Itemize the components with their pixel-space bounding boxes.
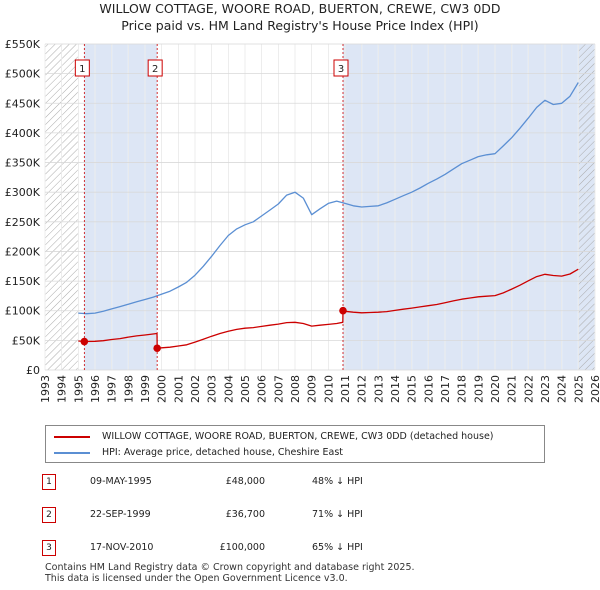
footer-attribution: Contains HM Land Registry data © Crown c… xyxy=(45,562,415,584)
hpi-legend-swatch xyxy=(54,451,90,454)
y-tick-label: £250K xyxy=(5,216,41,229)
x-tick-label: 2012 xyxy=(356,375,369,403)
title-line-2: Price paid vs. HM Land Registry's House … xyxy=(121,18,479,33)
x-tick-label: 2010 xyxy=(322,375,335,403)
sale-number-label: 2 xyxy=(152,64,158,75)
sale-price: £100,000 xyxy=(219,542,265,553)
y-tick-label: £450K xyxy=(5,97,41,110)
price-chart: 1993 1994 1995 1996 1997 1998 1999 2000 2001 2002… xyxy=(5,38,600,403)
y-tick-label: £350K xyxy=(5,157,41,170)
x-tick-label: 2023 xyxy=(539,375,552,403)
y-tick-label: £50K xyxy=(12,334,41,347)
sale-price: £36,700 xyxy=(225,509,265,520)
sale-row: 2 22-SEP-1999 £36,700 71% ↓ HPI xyxy=(0,505,600,525)
y-tick-label: £300K xyxy=(5,186,41,199)
x-tick-label: 2026 xyxy=(589,375,600,403)
x-tick-label: 2018 xyxy=(456,375,469,403)
x-tick-label: 2006 xyxy=(256,375,269,403)
property-legend-label: WILLOW COTTAGE, WOORE ROAD, BUERTON, CRE… xyxy=(102,431,494,442)
x-tick-label: 2017 xyxy=(439,375,452,403)
sale-hpi-diff: 71% ↓ HPI xyxy=(312,509,363,520)
x-tick-label: 1997 xyxy=(106,375,119,403)
hpi-legend-label: HPI: Average price, detached house, Ches… xyxy=(102,447,344,458)
x-tick-label: 1996 xyxy=(89,375,102,403)
shaded-band xyxy=(343,44,595,370)
x-tick-label: 2011 xyxy=(339,375,352,403)
footer-line-1: Contains HM Land Registry data © Crown c… xyxy=(45,562,415,573)
sale-number-label: 1 xyxy=(79,64,85,75)
y-tick-label: £0 xyxy=(26,364,40,377)
x-tick-label: 2007 xyxy=(272,375,285,403)
x-tick-label: 2021 xyxy=(506,375,519,403)
sale-number-box xyxy=(333,59,349,77)
x-tick-label: 2001 xyxy=(172,375,185,403)
sale-date: 22-SEP-1999 xyxy=(90,509,151,520)
sale-row: 1 09-MAY-1995 £48,000 48% ↓ HPI xyxy=(0,472,600,492)
x-tick-label: 1999 xyxy=(139,375,152,403)
x-tick-label: 1995 xyxy=(72,375,85,403)
sale-number-badge: 3 xyxy=(42,540,56,556)
sale-price: £48,000 xyxy=(225,476,265,487)
chart-legend: WILLOW COTTAGE, WOORE ROAD, BUERTON, CRE… xyxy=(45,425,545,463)
x-tick-label: 1998 xyxy=(122,375,135,403)
x-tick-label: 2019 xyxy=(472,375,485,403)
x-tick-label: 2022 xyxy=(522,375,535,403)
sale-row: 3 17-NOV-2010 £100,000 65% ↓ HPI xyxy=(0,538,600,558)
property-legend-swatch xyxy=(54,435,90,438)
hpi-series-line xyxy=(78,82,579,315)
hatched-region xyxy=(578,44,595,370)
x-tick-label: 2016 xyxy=(422,375,435,403)
y-tick-label: £100K xyxy=(5,305,41,318)
y-tick-label: £150K xyxy=(5,275,41,288)
sale-number-badge: 1 xyxy=(42,474,56,490)
x-tick-label: 2020 xyxy=(489,375,502,403)
x-tick-label: 1994 xyxy=(56,375,69,403)
x-tick-label: 2013 xyxy=(372,375,385,403)
title-line-1: WILLOW COTTAGE, WOORE ROAD, BUERTON, CRE… xyxy=(99,1,501,16)
x-tick-label: 2008 xyxy=(289,375,302,403)
footer-line-2: This data is licensed under the Open Gov… xyxy=(45,573,348,584)
x-tick-label: 2014 xyxy=(389,375,402,403)
x-tick-label: 2004 xyxy=(222,375,235,403)
sale-number-badge: 2 xyxy=(42,507,56,523)
x-tick-label: 2025 xyxy=(572,375,585,403)
sale-number-box xyxy=(147,59,163,77)
x-tick-label: 2009 xyxy=(306,375,319,403)
x-tick-label: 2015 xyxy=(406,375,419,403)
sale-point xyxy=(339,306,347,315)
x-tick-label: 2002 xyxy=(189,375,202,403)
sale-point xyxy=(153,344,161,353)
y-tick-label: £500K xyxy=(5,68,41,81)
sale-number-box xyxy=(74,59,90,77)
x-tick-label: 2000 xyxy=(156,375,169,403)
sale-hpi-diff: 48% ↓ HPI xyxy=(312,476,363,487)
chart-title: WILLOW COTTAGE, WOORE ROAD, BUERTON, CRE… xyxy=(0,0,600,34)
y-tick-label: £200K xyxy=(5,245,41,258)
sale-point xyxy=(80,337,89,346)
x-tick-label: 2024 xyxy=(556,375,569,403)
sale-date: 09-MAY-1995 xyxy=(90,476,152,487)
x-tick-label: 2003 xyxy=(206,375,219,403)
x-tick-label: 2005 xyxy=(239,375,252,403)
y-tick-label: £550K xyxy=(5,38,41,51)
sale-date: 17-NOV-2010 xyxy=(90,542,154,553)
sale-number-label: 3 xyxy=(338,64,344,75)
y-tick-label: £400K xyxy=(5,127,41,140)
sale-hpi-diff: 65% ↓ HPI xyxy=(312,542,363,553)
x-tick-label: 1993 xyxy=(39,375,52,403)
